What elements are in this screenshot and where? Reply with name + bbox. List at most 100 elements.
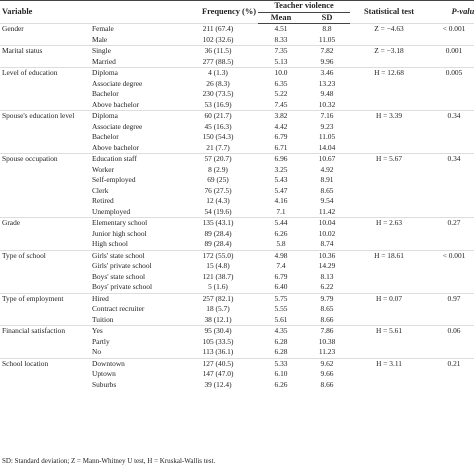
cell: 4 (1.3) — [178, 67, 259, 79]
table-row: Worker 8 (2.9) 3.25 4.92 — [0, 165, 474, 176]
cell: 45 (16.3) — [204, 121, 232, 131]
cell — [428, 79, 474, 90]
cell: 4.35 — [258, 325, 305, 337]
cell: 11.05 — [318, 34, 336, 44]
header-cell: Frequency (%) — [90, 0, 259, 24]
header-cell: P-value — [428, 0, 474, 24]
cell: 8.65 — [320, 304, 334, 313]
cell — [428, 186, 474, 197]
cell: Uptown — [92, 369, 116, 378]
table-row: Partly 105 (33.5) 6.28 10.38 — [0, 337, 474, 348]
cell — [0, 315, 90, 326]
cell: Tuition — [92, 314, 114, 324]
cell — [0, 132, 90, 143]
cell: Junior high school — [92, 228, 147, 238]
cell — [428, 165, 474, 176]
cell: 12 (4.3) — [206, 196, 230, 205]
cell: 5.22 — [274, 89, 288, 98]
cell: 7.4 — [276, 261, 286, 270]
cell: 7.16 — [304, 110, 351, 122]
cell — [350, 165, 428, 176]
cell: 147 (47.0) — [202, 369, 234, 378]
cell: 6.28 — [274, 347, 288, 356]
cell: 8.91 — [320, 175, 334, 184]
cell: 172 (55.0) — [178, 249, 259, 261]
cell: 8.65 — [320, 185, 334, 195]
cell — [428, 100, 474, 111]
cell — [428, 229, 474, 240]
cell: 10.04 — [304, 217, 351, 229]
cell — [0, 380, 90, 391]
cell — [428, 347, 474, 358]
table-row: Clerk 76 (27.5) 5.47 8.65 — [0, 186, 474, 197]
cell: Girls' state school — [90, 249, 178, 261]
cell — [428, 239, 474, 250]
cell: 6.26 — [274, 379, 288, 389]
cell: 14.04 — [318, 142, 336, 152]
cell: Single — [90, 45, 178, 57]
cell — [428, 143, 474, 154]
cell: 211 (67.4) — [178, 23, 259, 35]
cell: Boys' private school — [92, 282, 153, 291]
cell: 8.33 — [274, 34, 288, 44]
cell — [350, 261, 428, 272]
cell — [350, 186, 428, 197]
cell: Girls' private school — [92, 261, 152, 270]
table-row: Marital status Single 36 (11.5) 7.35 7.82 Z =… — [0, 45, 474, 57]
cell — [0, 196, 90, 207]
table-row: Financial satisfaction Yes 95 (30.4) 4.35 7.… — [0, 325, 474, 337]
cell: 3.46 — [304, 67, 351, 79]
cell: 26 (8.3) — [206, 78, 230, 88]
cell — [0, 304, 90, 315]
cell: 105 (33.5) — [202, 336, 234, 346]
cell — [0, 272, 90, 283]
cell: 14.29 — [318, 261, 336, 270]
cell: Above bachelor — [92, 99, 139, 109]
table-row: Contract recruiter 18 (5.7) 5.55 8.65 — [0, 304, 474, 315]
cell: 5.13 — [274, 56, 288, 66]
cell: Unemployed — [92, 206, 131, 216]
cell: High school — [92, 239, 128, 248]
cell — [350, 35, 428, 46]
cell — [428, 132, 474, 143]
cell: 6.79 — [274, 132, 288, 141]
cell: Diploma — [90, 110, 178, 122]
table-row: Suburbs 39 (12.4) 6.26 8.66 — [0, 380, 474, 391]
cell — [350, 196, 428, 207]
cell: 69 (25) — [207, 175, 229, 184]
table-row: Junior high school 89 (28.4) 6.26 10.02 — [0, 229, 474, 240]
cell: 127 (40.5) — [178, 357, 259, 369]
cell: < 0.001 — [428, 249, 474, 261]
cell: Boys' state school — [92, 271, 146, 281]
cell: Spouse's education level — [0, 110, 90, 122]
cell: 8.66 — [320, 314, 334, 324]
cell — [350, 175, 428, 186]
cell — [350, 207, 428, 218]
cell — [350, 89, 428, 100]
cell: H = 3.39 — [350, 110, 429, 122]
cell — [350, 272, 428, 283]
cell: 121 (38.7) — [202, 271, 234, 281]
cell: 0.06 — [428, 325, 474, 337]
table-row: Male 102 (32.6) 8.33 11.05 — [0, 35, 474, 46]
cell: H = 5.61 — [350, 325, 429, 337]
cell: 5.43 — [274, 175, 288, 184]
table-row: Gender Female 211 (67.4) 4.51 8.8 Z = −4.63 < … — [0, 23, 474, 35]
cell — [0, 165, 90, 176]
cell: 54 (19.6) — [204, 206, 232, 216]
cell: 9.79 — [304, 292, 351, 304]
cell: 8 (2.9) — [208, 164, 228, 174]
cell: 5.61 — [274, 314, 288, 324]
cell: 150 (54.3) — [202, 132, 234, 141]
cell — [0, 239, 90, 250]
cell: 4.98 — [258, 249, 305, 261]
cell: 5.44 — [258, 217, 305, 229]
cell: 5.55 — [274, 304, 288, 313]
cell: Self-employed — [92, 175, 136, 184]
cell: 57 (20.7) — [178, 153, 259, 165]
cell: 76 (27.5) — [204, 185, 232, 195]
cell: School location — [0, 357, 90, 369]
cell: 38 (12.1) — [204, 314, 232, 324]
cell: 11.23 — [318, 347, 336, 356]
